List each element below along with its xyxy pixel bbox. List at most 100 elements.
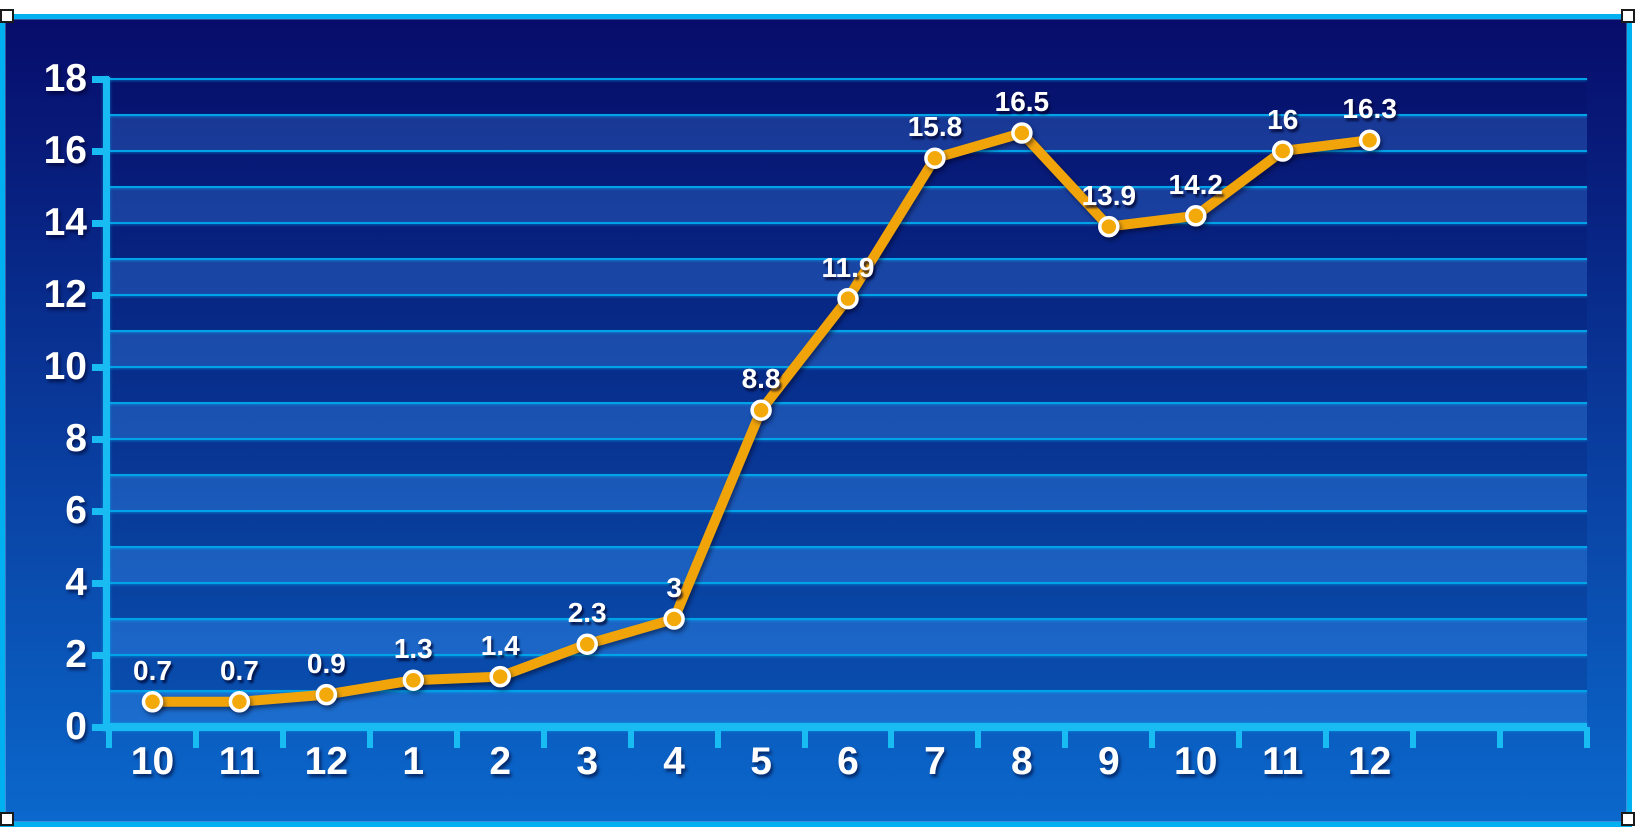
- gridline: [109, 114, 1587, 116]
- data-label: 2.3: [567, 597, 607, 629]
- selection-handle-top-right[interactable]: [1621, 9, 1635, 23]
- y-axis-tick: [92, 508, 109, 515]
- y-axis-tick: [92, 364, 109, 371]
- x-axis-label: 12: [304, 740, 349, 783]
- data-label: 16: [1267, 104, 1299, 135]
- data-label: 14.2: [1168, 168, 1224, 200]
- x-axis-tick: [279, 727, 286, 748]
- x-axis-label: 11: [218, 740, 261, 783]
- x-axis-label: 5: [750, 740, 772, 783]
- data-point-marker[interactable]: [576, 633, 598, 655]
- x-axis-tick: [1236, 727, 1243, 748]
- gridline: [109, 366, 1587, 368]
- gridline: [109, 330, 1587, 332]
- x-axis-label: 2: [489, 740, 512, 783]
- y-axis-label: 0: [65, 705, 87, 748]
- x-axis-tick: [192, 727, 199, 748]
- y-axis-tick: [92, 652, 109, 659]
- y-axis-tick: [92, 580, 109, 587]
- x-axis-label: 7: [924, 740, 946, 783]
- data-point-marker[interactable]: [402, 669, 425, 691]
- data-point-marker[interactable]: [1185, 205, 1207, 227]
- data-label: 11.9: [821, 251, 875, 283]
- data-point-marker[interactable]: [837, 287, 859, 310]
- gridline: [109, 618, 1587, 620]
- data-point-marker[interactable]: [1271, 140, 1294, 162]
- data-point-marker[interactable]: [750, 399, 772, 421]
- gridline: [109, 582, 1587, 584]
- data-point-marker[interactable]: [1358, 129, 1381, 151]
- x-axis-label: 3: [576, 740, 599, 783]
- data-point-marker[interactable]: [315, 683, 338, 706]
- gridline: [109, 654, 1587, 656]
- x-axis-tick: [453, 727, 460, 748]
- data-label: 1.4: [480, 629, 520, 661]
- gridline: [109, 510, 1587, 512]
- y-axis-label: 16: [43, 129, 87, 172]
- x-axis-label: 6: [837, 740, 859, 783]
- y-axis-tick: [92, 436, 109, 443]
- data-label: 3: [666, 572, 682, 603]
- x-axis-tick: [1062, 727, 1069, 748]
- gridline: [109, 546, 1587, 548]
- gridline: [109, 438, 1587, 440]
- gridline: [109, 258, 1587, 260]
- x-axis-tick: [106, 727, 112, 748]
- gridline: [109, 474, 1587, 476]
- x-axis-tick: [627, 727, 634, 748]
- gridline: [109, 186, 1587, 188]
- y-axis-label: 8: [65, 417, 87, 460]
- y-axis-tick: [92, 220, 109, 227]
- x-axis-tick: [888, 727, 895, 748]
- x-axis-line: [103, 723, 1587, 731]
- x-axis-tick: [1149, 727, 1156, 748]
- y-axis-label: 14: [43, 201, 87, 244]
- x-axis-tick: [801, 727, 808, 748]
- data-point-marker[interactable]: [663, 608, 685, 630]
- y-axis-tick: [92, 76, 109, 83]
- data-point-marker[interactable]: [1098, 215, 1120, 238]
- gridline: [109, 402, 1587, 404]
- y-axis-tick: [92, 148, 109, 155]
- data-label: 0.9: [306, 647, 346, 679]
- data-label: 0.7: [133, 654, 172, 686]
- data-label: 16.5: [994, 86, 1050, 117]
- data-point-marker[interactable]: [1011, 122, 1033, 144]
- data-label: 15.8: [907, 111, 963, 143]
- x-axis-label: 1: [402, 740, 425, 783]
- x-axis-label: 8: [1011, 740, 1033, 783]
- data-label: 8.8: [741, 363, 781, 395]
- x-axis-label: 4: [663, 740, 685, 783]
- selection-handle-top-left[interactable]: [0, 9, 14, 23]
- y-axis-label: 6: [65, 489, 87, 532]
- y-axis-label: 10: [43, 345, 87, 388]
- gridline: [109, 78, 1587, 80]
- series-line-chart: [141, 122, 1381, 713]
- x-axis-tick: [1410, 727, 1417, 748]
- data-label: 13.9: [1081, 179, 1137, 211]
- y-axis-tick: [92, 292, 109, 299]
- x-axis-label: 9: [1097, 740, 1120, 783]
- gridline: [109, 222, 1587, 224]
- x-axis-tick: [366, 727, 373, 748]
- x-axis-tick: [540, 727, 547, 748]
- data-point-marker[interactable]: [924, 147, 946, 169]
- selection-handle-bottom-right[interactable]: [1621, 812, 1635, 826]
- selection-handle-bottom-left[interactable]: [0, 812, 14, 826]
- x-axis-tick: [714, 727, 721, 748]
- data-point-marker[interactable]: [489, 665, 511, 688]
- y-axis-label: 12: [43, 273, 87, 316]
- gridline: [109, 150, 1587, 152]
- x-axis-tick: [1584, 727, 1590, 748]
- data-label: 1.3: [393, 633, 433, 665]
- data-point-marker[interactable]: [141, 691, 164, 713]
- y-axis-label: 2: [65, 633, 87, 676]
- x-axis-label: 10: [1174, 740, 1218, 783]
- y-axis-label: 4: [65, 561, 87, 604]
- x-axis-label: 11: [1262, 740, 1304, 783]
- x-axis-label: 10: [130, 740, 175, 783]
- y-axis-label: 18: [43, 57, 87, 100]
- x-axis-tick: [975, 727, 982, 748]
- data-point-marker[interactable]: [228, 691, 251, 713]
